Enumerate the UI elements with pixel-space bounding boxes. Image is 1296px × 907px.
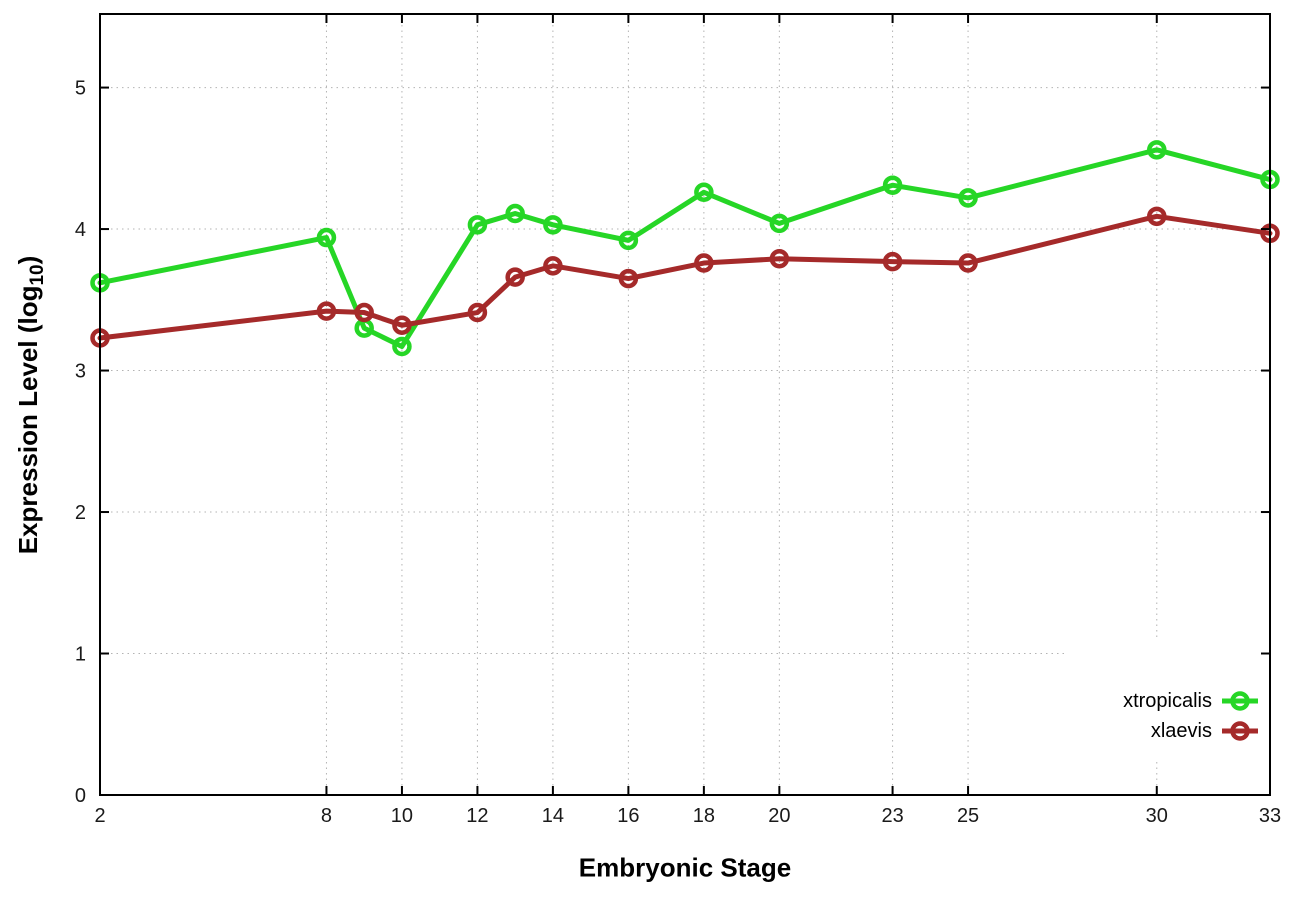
- y-tick-label: 1: [75, 644, 86, 666]
- data-point-xtropicalis: [694, 182, 714, 203]
- y-tick-label: 0: [75, 785, 86, 807]
- data-point-xlaevis: [543, 256, 563, 276]
- x-tick-label: 25: [957, 805, 979, 827]
- legend-entry-xtropicalis: xtropicalis: [1123, 690, 1212, 712]
- data-point-xlaevis: [467, 302, 488, 323]
- data-point-xlaevis: [769, 249, 790, 269]
- data-point-xtropicalis: [316, 227, 337, 248]
- data-point-xtropicalis: [618, 230, 639, 251]
- data-point-xtropicalis: [467, 215, 488, 235]
- x-tick-label: 18: [693, 805, 715, 827]
- data-point-xlaevis: [505, 267, 525, 287]
- y-axis-title-subscript: 10: [27, 264, 48, 286]
- y-tick-label: 5: [75, 78, 86, 100]
- x-tick-label: 33: [1259, 805, 1281, 827]
- data-point-xlaevis: [694, 253, 714, 273]
- legend-marker-sample-xlaevis: [1230, 721, 1250, 741]
- data-point-xlaevis: [316, 301, 337, 321]
- y-axis-title-text: Expression Level (log: [13, 285, 43, 555]
- x-tick-label: 16: [617, 805, 639, 827]
- y-axis-title-suffix: ): [13, 255, 43, 265]
- x-tick-label: 12: [466, 805, 488, 827]
- x-tick-label: 30: [1146, 805, 1168, 827]
- y-tick-label: 4: [75, 219, 86, 241]
- data-point-xlaevis: [958, 253, 978, 273]
- series-line-xlaevis: [97, 213, 1273, 341]
- y-tick-label: 3: [75, 361, 86, 383]
- x-tick-label: 2: [94, 805, 105, 827]
- x-axis-title: Embryonic Stage: [578, 852, 792, 883]
- x-tick-label: 23: [881, 805, 903, 827]
- data-point-xtropicalis: [958, 188, 978, 208]
- x-tick-label: 10: [391, 805, 413, 827]
- data-point-xlaevis: [354, 302, 374, 323]
- data-point-xlaevis: [618, 268, 639, 289]
- legend-marker-sample-xtropicalis: [1230, 691, 1250, 711]
- x-tick-label: 8: [321, 805, 332, 827]
- data-point-xtropicalis: [1147, 140, 1167, 160]
- data-point-xtropicalis: [505, 203, 525, 224]
- data-point-xlaevis: [882, 251, 903, 272]
- data-point-xtropicalis: [882, 175, 903, 195]
- y-tick-label: 2: [75, 502, 86, 524]
- data-point-xlaevis: [392, 315, 412, 336]
- plot-border: [99, 13, 1271, 796]
- x-tick-label: 14: [542, 805, 564, 827]
- data-point-xtropicalis: [543, 215, 563, 235]
- y-axis-title: Expression Level (log10): [13, 256, 49, 555]
- data-point-xtropicalis: [769, 213, 790, 234]
- legend-entry-xlaevis: xlaevis: [1150, 720, 1212, 742]
- x-tick-label: 20: [768, 805, 790, 827]
- data-point-xtropicalis: [392, 336, 412, 357]
- data-point-xlaevis: [1147, 206, 1167, 227]
